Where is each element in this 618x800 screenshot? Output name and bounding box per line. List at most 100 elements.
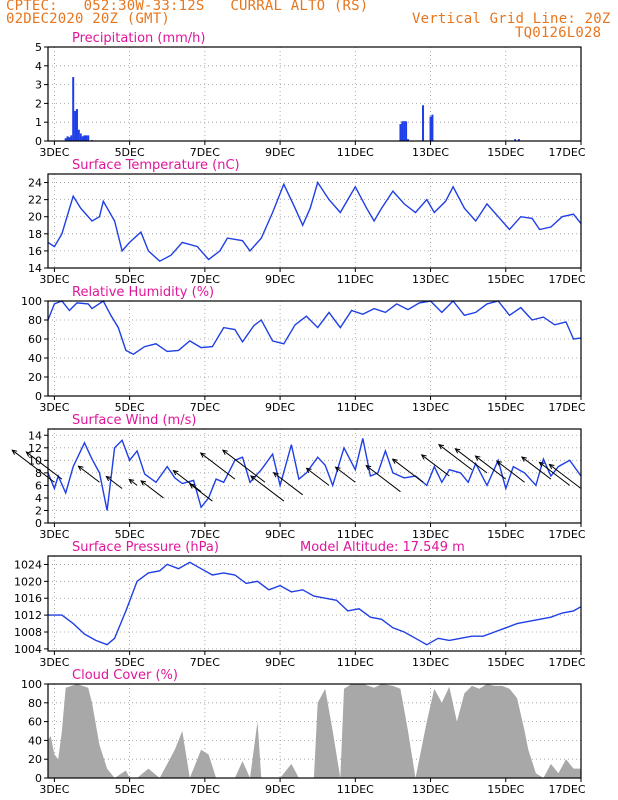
run-timestamp: 02DEC2020 20Z (GMT)	[6, 11, 170, 27]
wind-ytick-label: 10	[28, 454, 42, 467]
precipitation-ytick-label: 5	[35, 41, 42, 54]
wind-arrow-head	[496, 460, 502, 466]
precipitation-bar	[81, 136, 84, 141]
precipitation-xtick-label: 3DEC	[39, 146, 69, 159]
wind-arrow-head	[420, 454, 427, 460]
humidity-xtick-label: 3DEC	[39, 401, 69, 414]
precipitation-ytick-label: 3	[35, 79, 42, 92]
temperature-xtick-label: 15DEC	[487, 273, 524, 286]
wind-frame	[47, 428, 582, 524]
wind-ytick-label: 4	[35, 492, 42, 505]
wind-arrow-head	[199, 452, 206, 458]
wind-arrow	[128, 478, 138, 486]
precipitation-ytick-label: 2	[35, 97, 42, 110]
humidity-frame	[47, 300, 582, 397]
wind-arrow-head	[391, 458, 398, 464]
pressure-xtick-label: 13DEC	[412, 656, 449, 669]
pressure-xtick-label: 5DEC	[115, 656, 145, 669]
precipitation-xtick-label: 5DEC	[115, 146, 145, 159]
pressure-xtick-label: 7DEC	[190, 656, 220, 669]
precipitation-bar	[399, 124, 402, 141]
wind-arrow-head	[250, 475, 256, 481]
wind-arrow-head	[521, 456, 527, 462]
wind-arrow	[335, 466, 356, 483]
wind-arrow-head	[11, 449, 18, 455]
pressure-xtick-label: 11DEC	[337, 656, 374, 669]
pressure-ytick-label: 1020	[14, 575, 42, 588]
wind-xtick-label: 5DEC	[115, 528, 145, 541]
temperature-title: Surface Temperature (nC)	[72, 158, 240, 173]
wind-xtick-label: 15DEC	[487, 528, 524, 541]
precipitation-bar	[406, 139, 409, 141]
precipitation-bar	[70, 135, 73, 141]
humidity-xtick-label: 9DEC	[265, 401, 295, 414]
wind-arrow	[392, 458, 424, 483]
pressure-title: Surface Pressure (hPa)	[72, 540, 219, 555]
wind-arrow	[78, 465, 100, 483]
cloud-cover-xtick-label: 7DEC	[190, 783, 220, 796]
pressure-frame	[47, 555, 582, 652]
wind-arrow-head	[454, 448, 461, 454]
wind-arrow	[105, 476, 123, 489]
wind-arrow-head	[105, 475, 112, 482]
cloud-cover-frame	[47, 683, 582, 779]
humidity-xtick-label: 13DEC	[412, 401, 449, 414]
wind-arrow	[222, 449, 266, 483]
wind-xtick-label: 9DEC	[265, 528, 295, 541]
wind-arrow-head	[548, 463, 555, 470]
precipitation-bar	[77, 129, 80, 141]
wind-arrow-head	[438, 443, 445, 450]
wind-arrow-head	[189, 483, 195, 489]
humidity-xtick-label: 7DEC	[190, 401, 220, 414]
humidity-ytick-label: 40	[28, 352, 42, 365]
wind-arrow-head	[140, 480, 147, 486]
temperature-frame	[47, 173, 582, 269]
wind-arrow	[549, 464, 582, 489]
precipitation-bar	[405, 121, 408, 141]
pressure-ytick-label: 1024	[14, 558, 42, 571]
precipitation-bar	[87, 135, 90, 141]
wind-arrow	[189, 483, 213, 502]
wind-ytick-label: 12	[28, 442, 42, 455]
precipitation-xtick-label: 13DEC	[412, 146, 449, 159]
precipitation-bar	[401, 121, 404, 141]
humidity-ytick-label: 80	[28, 314, 42, 327]
wind-ytick-label: 14	[28, 429, 42, 442]
humidity-xtick-label: 11DEC	[337, 401, 374, 414]
precipitation-ytick-label: 0	[35, 135, 42, 148]
humidity-xtick-label: 15DEC	[487, 401, 524, 414]
temperature-ytick-label: 16	[28, 245, 42, 258]
humidity-ytick-label: 20	[28, 371, 42, 384]
wind-xtick-label: 11DEC	[337, 528, 374, 541]
wind-ytick-label: 6	[35, 479, 42, 492]
wind-arrow	[475, 455, 507, 480]
wind-arrow	[11, 449, 55, 483]
precipitation-bar	[66, 136, 69, 141]
precipitation-xtick-label: 9DEC	[265, 146, 295, 159]
pressure-ytick-label: 1016	[14, 592, 42, 605]
humidity-line	[47, 299, 582, 356]
precipitation-xtick-label: 11DEC	[337, 146, 374, 159]
temperature-xtick-label: 17DEC	[548, 273, 585, 286]
temperature-line	[47, 180, 582, 263]
precipitation-bar	[429, 116, 432, 141]
temperature-ytick-label: 18	[28, 228, 42, 241]
precipitation-xtick-label: 15DEC	[487, 146, 524, 159]
wind-arrow-head	[221, 449, 228, 455]
cloud-cover-xtick-label: 3DEC	[39, 783, 69, 796]
cloud-cover-ytick-label: 80	[28, 697, 42, 710]
precipitation-bar	[64, 138, 67, 141]
wind-ytick-label: 8	[35, 467, 42, 480]
wind-xtick-label: 7DEC	[190, 528, 220, 541]
cloud-cover-ytick-label: 0	[35, 772, 42, 785]
precipitation-bar	[514, 139, 517, 141]
wind-arrow-head	[365, 464, 372, 471]
wind-arrow	[200, 452, 236, 480]
humidity-ytick-label: 100	[21, 295, 42, 308]
cloud-cover-xtick-label: 13DEC	[412, 783, 449, 796]
wind-ytick-label: 2	[35, 504, 42, 517]
temperature-ytick-label: 20	[28, 211, 42, 224]
wind-arrow-head	[128, 478, 135, 485]
cloud-cover-area	[48, 684, 581, 778]
